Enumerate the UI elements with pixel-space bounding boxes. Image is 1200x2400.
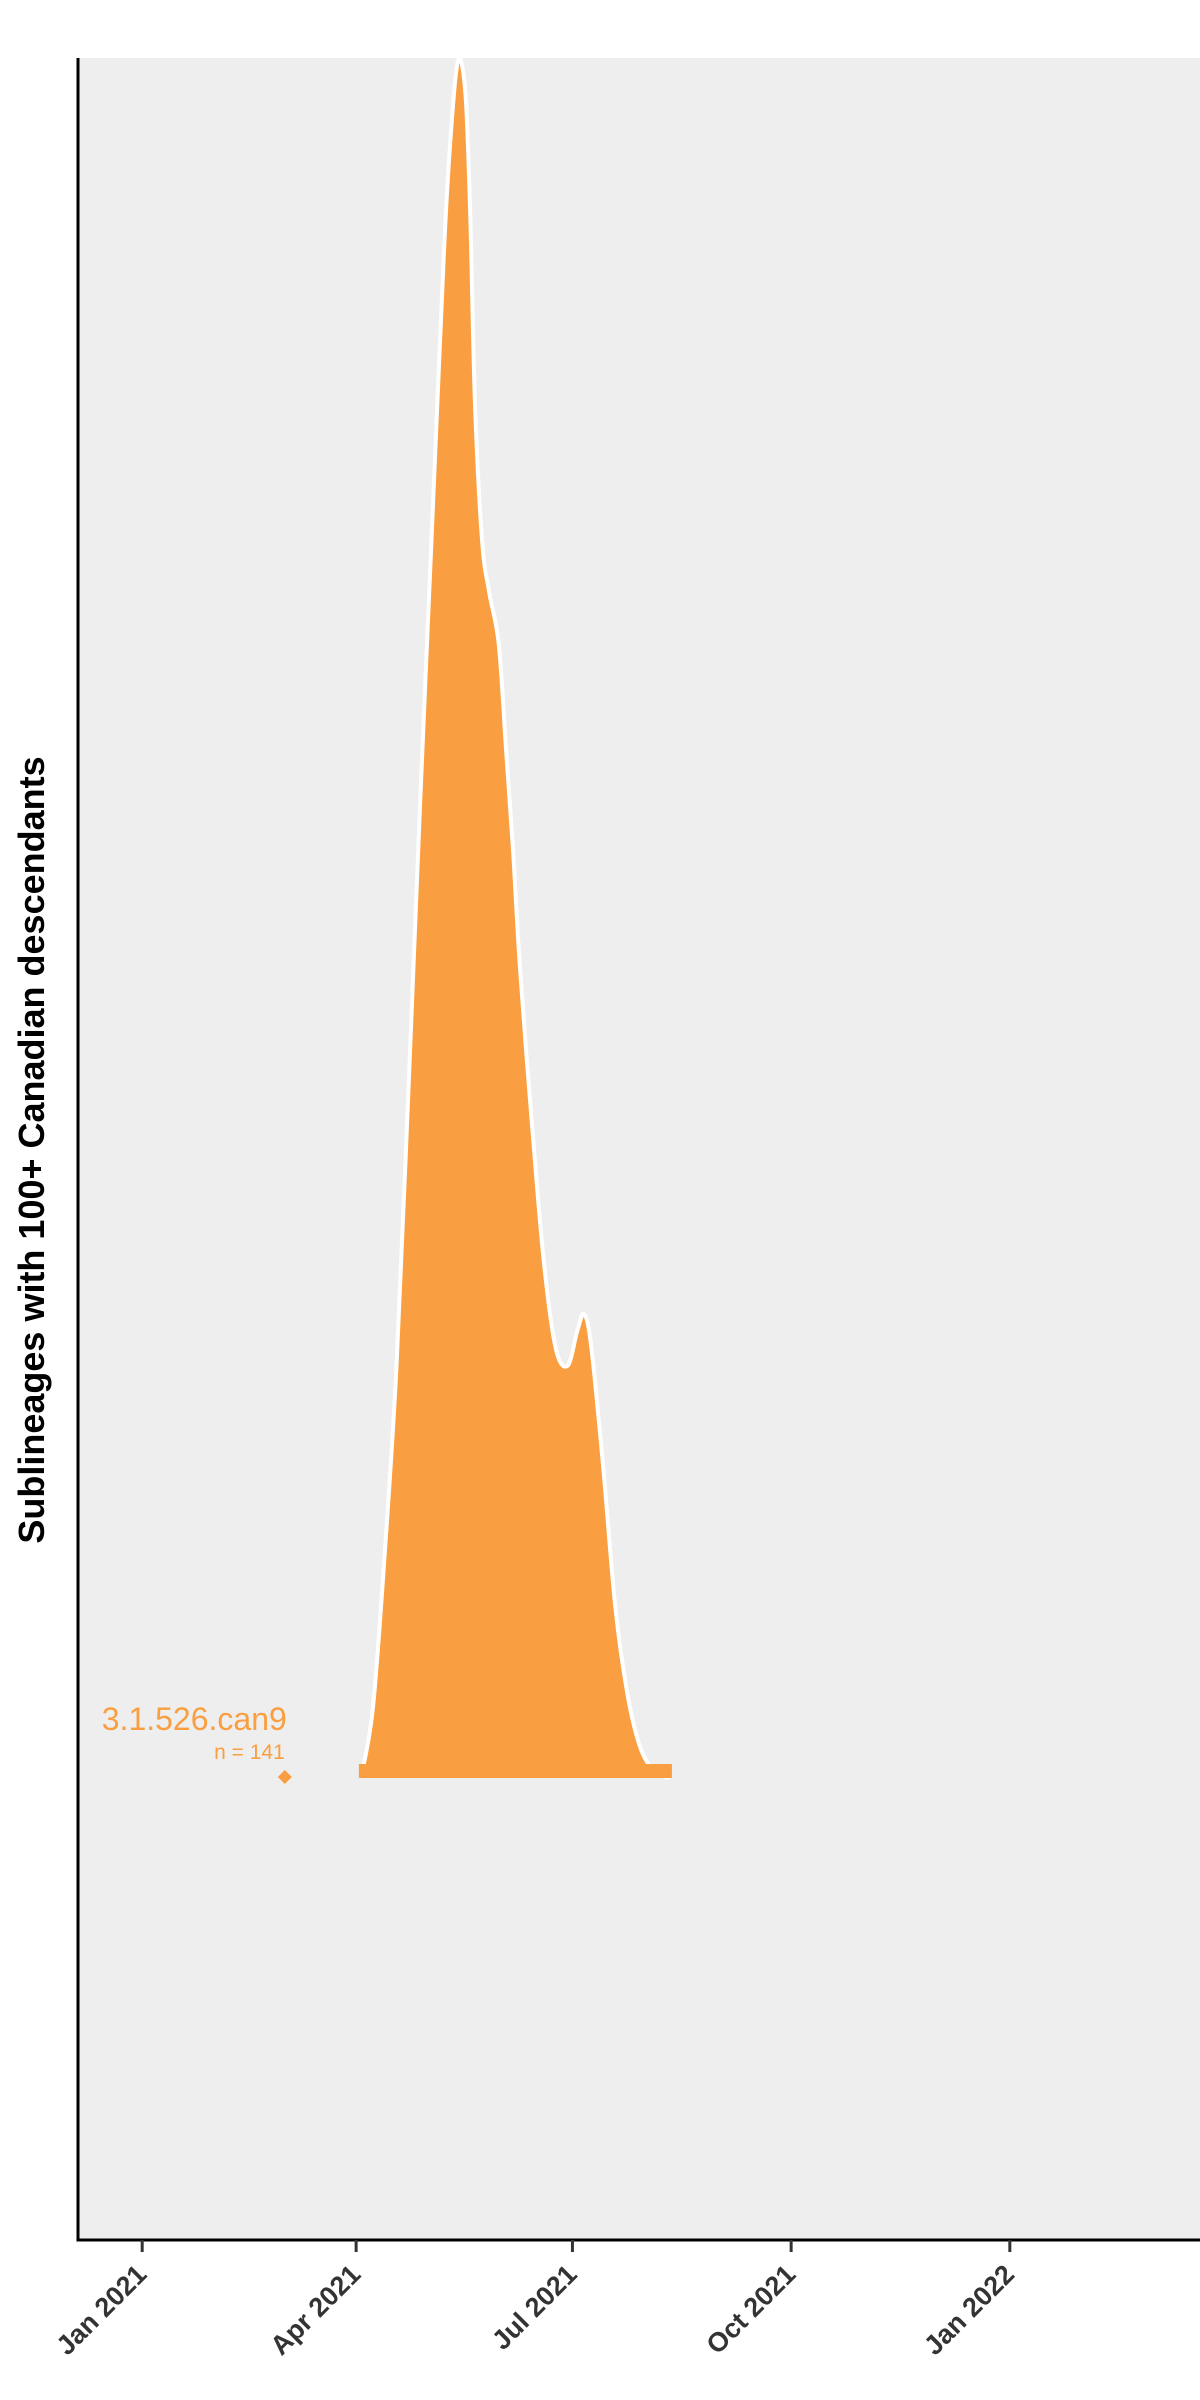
origin-marker: [277, 1770, 292, 1784]
x-axis-ticks: Jan 2021 Apr 2021 Jul 2021 Oct 2021 Jan 2022: [51, 2240, 1020, 2361]
plot-panel: [78, 58, 1200, 2240]
x-tick-label: Jan 2022: [918, 2259, 1020, 2361]
y-axis-title: Sublineages with 100+ Canadian descendan…: [11, 756, 52, 1543]
density-base-band: [358, 1764, 672, 1778]
x-tick-label: Oct 2021: [701, 2259, 802, 2360]
x-tick-label: Jan 2021: [51, 2259, 153, 2361]
series-label: 3.1.526.can9: [102, 1701, 287, 1737]
density-outline: [358, 56, 671, 1780]
x-tick-label: Apr 2021: [264, 2259, 366, 2361]
ridge-layer: 3.1.526.can9 n = 141: [102, 56, 672, 1784]
series-count-label: n = 141: [214, 1741, 285, 1764]
x-tick-label: Jul 2021: [486, 2259, 583, 2356]
